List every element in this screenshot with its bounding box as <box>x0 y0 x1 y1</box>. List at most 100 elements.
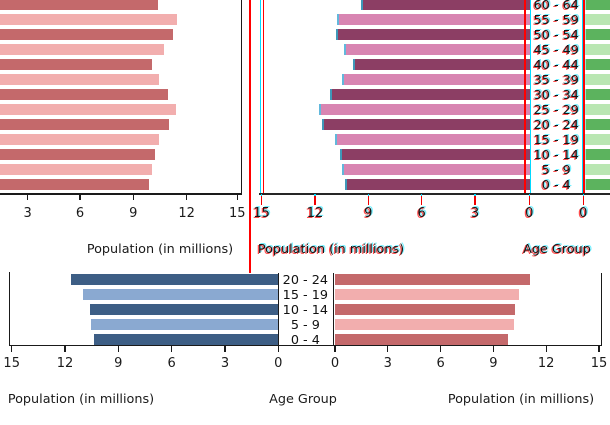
bottom-left-tick-label-0: 0 <box>274 356 283 371</box>
top-left-xlabel: Population (in millions) <box>86 242 234 257</box>
bottom-right-tick-15 <box>598 345 600 352</box>
bottom-left-tick-label-3: 3 <box>220 356 230 371</box>
bottom-right-right-spine <box>601 272 603 345</box>
top-age-column-right-border-cyan <box>581 0 583 193</box>
bottom-age-group-label: Age Group <box>269 392 337 407</box>
bottom-right-tick-3 <box>387 345 389 352</box>
bar-top-right-10 - 14 <box>340 149 532 160</box>
green-tick-label-0: 0 <box>579 206 588 221</box>
bar-top-right-35 - 39 <box>342 74 532 85</box>
top-left-right-spine <box>240 0 242 193</box>
bottom-right-tick-label-15: 15 <box>590 356 608 371</box>
top-age-label-5 - 9: 5 - 9 <box>541 162 571 178</box>
bar-green-60 - 64 <box>585 0 610 10</box>
bar-top-right-5 - 9 <box>342 164 532 175</box>
bar-top-right-50 - 54 <box>335 29 532 40</box>
top-left-tick-12 <box>186 194 188 200</box>
top-age-label-20 - 24: 20 - 24 <box>533 117 579 133</box>
top-left-tick-15 <box>236 194 238 200</box>
top-age-column-left-border-red <box>523 0 526 193</box>
top-right-tick-6 <box>421 194 423 205</box>
bottom-right-tick-label-12: 12 <box>537 356 555 371</box>
bar-green-10 - 14 <box>585 149 610 160</box>
bottom-age-label-20 - 24: 20 - 24 <box>282 272 328 288</box>
bar-bottom-right-5 - 9 <box>335 318 514 330</box>
top-age-label-30 - 34: 30 - 34 <box>533 87 579 103</box>
bar-green-55 - 59 <box>585 14 610 25</box>
bottom-right-tick-label-9: 9 <box>489 356 498 371</box>
bar-top-right-15 - 19 <box>334 134 532 145</box>
bar-bottom-right-15 - 19 <box>335 288 519 300</box>
top-age-label-0 - 4: 0 - 4 <box>541 177 571 193</box>
top-right-tick-label-3: 3 <box>470 206 480 221</box>
bar-green-30 - 34 <box>585 89 610 100</box>
top-right-tick-label-6: 6 <box>417 206 426 221</box>
bar-green-25 - 29 <box>585 104 610 115</box>
top-right-tick-3 <box>474 194 476 205</box>
bar-top-left-20 - 24 <box>0 119 169 130</box>
bottom-right-tick-12 <box>545 345 547 352</box>
top-age-label-40 - 44: 40 - 44 <box>533 57 579 73</box>
bottom-left-left-spine <box>8 272 11 345</box>
bar-top-left-0 - 4 <box>0 179 149 190</box>
bar-top-right-45 - 49 <box>343 44 532 55</box>
bottom-right-tick-label-3: 3 <box>383 356 392 371</box>
bar-top-left-35 - 39 <box>0 74 160 85</box>
bar-top-left-15 - 19 <box>0 134 159 145</box>
bar-green-50 - 54 <box>585 29 610 40</box>
top-right-tick-0 <box>528 194 530 205</box>
bottom-left-tick-0 <box>277 345 279 352</box>
bar-top-left-30 - 34 <box>0 89 169 100</box>
bar-bottom-right-20 - 24 <box>335 273 531 285</box>
bar-top-left-10 - 14 <box>0 149 156 160</box>
bottom-age-column-right-border <box>333 272 335 345</box>
bottom-age-column-left-border <box>277 272 280 345</box>
bar-green-40 - 44 <box>585 59 610 70</box>
top-right-tick-label-15: 15 <box>253 206 270 221</box>
top-right-tick-label-12: 12 <box>306 206 324 221</box>
bottom-right-tick-label-6: 6 <box>436 356 445 371</box>
bottom-right-tick-6 <box>440 345 442 352</box>
top-age-label-45 - 49: 45 - 49 <box>533 42 579 58</box>
bottom-right-tick-label-0: 0 <box>330 356 340 371</box>
bar-top-left-45 - 49 <box>0 44 164 55</box>
bar-top-right-30 - 34 <box>329 89 532 100</box>
bottom-left-tick-label-9: 9 <box>114 356 123 371</box>
top-age-label-55 - 59: 55 - 59 <box>533 12 579 28</box>
top-left-tick-label-6: 6 <box>75 206 85 221</box>
top-age-label-50 - 54: 50 - 54 <box>533 27 579 43</box>
bar-bottom-right-0 - 4 <box>335 333 509 345</box>
bottom-left-tick-label-15: 15 <box>3 356 20 371</box>
top-right-tick-12 <box>314 194 316 205</box>
top-left-tick-9 <box>132 194 134 200</box>
bar-bottom-left-0 - 4 <box>93 333 278 345</box>
top-right-tick-15 <box>261 194 263 205</box>
bar-top-right-60 - 64 <box>360 0 532 10</box>
bar-bottom-left-15 - 19 <box>83 288 278 300</box>
top-age-label-10 - 14: 10 - 14 <box>533 147 579 163</box>
bar-top-left-5 - 9 <box>0 164 153 175</box>
bottom-age-label-5 - 9: 5 - 9 <box>290 317 320 333</box>
top-age-group-label: Age Group <box>523 242 591 257</box>
bar-top-left-60 - 64 <box>0 0 158 10</box>
bar-green-0 - 4 <box>585 179 610 190</box>
bar-bottom-left-5 - 9 <box>91 318 278 330</box>
bottom-left-xlabel: Population (in millions) <box>7 392 155 407</box>
bottom-x-axis <box>9 344 603 346</box>
top-right-xlabel: Population (in millions) <box>257 242 405 257</box>
top-age-column-left-border-cyan <box>530 0 532 193</box>
bar-green-35 - 39 <box>585 74 610 85</box>
bar-bottom-right-10 - 14 <box>335 303 515 315</box>
bar-top-right-40 - 44 <box>352 59 532 70</box>
top-left-tick-label-9: 9 <box>129 206 138 221</box>
top-left-tick-label-3: 3 <box>23 206 32 221</box>
top-age-label-60 - 64: 60 - 64 <box>533 0 579 13</box>
bottom-left-tick-3 <box>224 345 226 352</box>
bar-bottom-left-20 - 24 <box>70 273 278 285</box>
bar-green-45 - 49 <box>585 44 610 55</box>
top-age-label-25 - 29: 25 - 29 <box>533 102 579 118</box>
top-age-column-right-border-red <box>583 0 586 193</box>
top-left-tick-3 <box>27 194 29 200</box>
top-left-tick-label-15: 15 <box>229 206 246 221</box>
